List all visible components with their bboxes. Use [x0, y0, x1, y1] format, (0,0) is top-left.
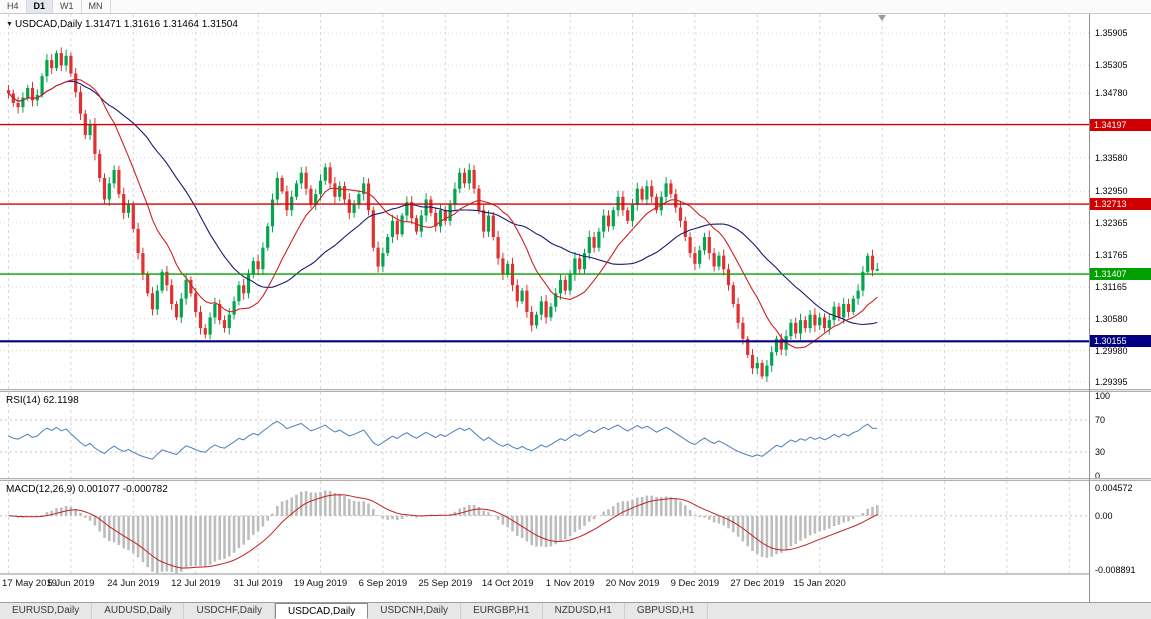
macd-tick: 0.00 [1095, 510, 1113, 521]
price-tick: 1.31165 [1095, 282, 1127, 293]
date-label: 1 Nov 2019 [546, 578, 595, 589]
macd-name: MACD(12,26,9) [6, 484, 76, 495]
rsi-tick: 30 [1095, 447, 1106, 457]
rsi-name: RSI(14) [6, 395, 41, 406]
price-tick: 1.29980 [1095, 345, 1128, 356]
tab-usdcnh-daily[interactable]: USDCNH,Daily [368, 603, 462, 619]
price-tick: 1.30580 [1095, 313, 1128, 324]
symbol-label: USDCAD,Daily [14, 19, 83, 30]
main-price-panel[interactable] [0, 47, 1089, 383]
price-badge-1.32713: 1.32713 [1090, 198, 1151, 211]
grid [0, 14, 1089, 574]
tab-usdchf-daily[interactable]: USDCHF,Daily [184, 603, 276, 619]
timeframe-button-h4[interactable]: H4 [0, 0, 27, 13]
date-label: 25 Sep 2019 [418, 578, 472, 589]
panel-splitter[interactable] [1090, 478, 1151, 481]
rsi-tick: 70 [1095, 415, 1106, 425]
timeframe-button-d1[interactable]: D1 [26, 0, 54, 13]
price-tick: 1.35905 [1095, 28, 1128, 38]
price-tick: 1.35305 [1095, 60, 1128, 71]
quote-high: 1.31616 [123, 19, 161, 30]
panel-splitter[interactable] [1090, 389, 1151, 392]
date-label: 19 Aug 2019 [294, 578, 347, 589]
date-label: 12 Jul 2019 [171, 578, 220, 589]
rsi-value: 62.1198 [43, 395, 79, 406]
date-label: 24 Jun 2019 [107, 578, 159, 589]
date-label: 9 Dec 2019 [671, 578, 720, 589]
date-label: 27 Dec 2019 [730, 578, 784, 589]
macd-signal-value: -0.000782 [122, 484, 168, 495]
price-tick: 1.31765 [1095, 249, 1128, 260]
tab-eurgbp-h1[interactable]: EURGBP,H1 [461, 603, 543, 619]
tab-eurusd-daily[interactable]: EURUSD,Daily [0, 603, 93, 619]
timeframe-button-mn[interactable]: MN [82, 0, 111, 13]
price-tick: 1.32950 [1095, 186, 1128, 197]
date-label: 5 Jun 2019 [47, 578, 94, 589]
rsi-tick: 0 [1095, 471, 1101, 481]
price-scale[interactable]: 1.35905 1.35305 1.34780 1.33580 1.32950 1.323… [1089, 14, 1151, 602]
date-label: 31 Jul 2019 [234, 578, 283, 589]
date-label: 6 Sep 2019 [359, 578, 408, 589]
chart-ohlc-label: ▼ USDCAD,Daily 1.31471 1.31616 1.31464 1.… [6, 19, 238, 30]
date-label: 17 May 2019 [2, 578, 57, 589]
quote-low: 1.31464 [162, 19, 199, 30]
timeframe-toolbar: H4 D1 W1 MN [0, 0, 1151, 14]
quote-open: 1.31471 [84, 19, 122, 30]
price-badge-1.31407: 1.31407 [1090, 268, 1151, 281]
chart-dropdown-icon[interactable]: ▼ [6, 21, 13, 28]
date-label: 15 Jan 2020 [794, 578, 846, 589]
macd-panel[interactable] [0, 490, 1089, 574]
panel-splitter[interactable] [0, 478, 1089, 481]
rsi-tick: 100 [1095, 391, 1111, 401]
tab-gbpusd-h1[interactable]: GBPUSD,H1 [625, 603, 708, 619]
price-tick: 1.33580 [1095, 152, 1128, 163]
chart-shift-marker[interactable] [878, 15, 886, 21]
rsi-panel[interactable] [0, 419, 1089, 460]
macd-main-value: 0.001077 [78, 484, 120, 495]
rsi-indicator-label: RSI(14) 62.1198 [6, 395, 79, 406]
price-tick: 1.34780 [1095, 88, 1128, 99]
quote-close: 1.31504 [201, 19, 238, 30]
price-badge-1.34197: 1.34197 [1090, 118, 1151, 131]
price-tick: 1.29395 [1095, 377, 1128, 387]
tab-audusd-daily[interactable]: AUDUSD,Daily [92, 603, 185, 619]
panel-splitter[interactable] [0, 389, 1089, 392]
price-badge-1.30155: 1.30155 [1090, 335, 1151, 348]
tab-usdcad-daily[interactable]: USDCAD,Daily [275, 603, 369, 619]
tab-nzdusd-h1[interactable]: NZDUSD,H1 [543, 603, 625, 619]
macd-indicator-label: MACD(12,26,9) 0.001077 -0.000782 [6, 484, 168, 495]
chart-tab-bar: EURUSD,Daily AUDUSD,Daily USDCHF,Daily USDC… [0, 602, 1151, 619]
macd-tick: -0.008891 [1095, 565, 1136, 575]
date-label: 20 Nov 2019 [606, 578, 660, 589]
timeframe-button-w1[interactable]: W1 [53, 0, 82, 13]
date-label: 14 Oct 2019 [482, 578, 534, 589]
price-tick: 1.32365 [1095, 217, 1128, 228]
macd-tick: 0.004572 [1095, 483, 1133, 493]
